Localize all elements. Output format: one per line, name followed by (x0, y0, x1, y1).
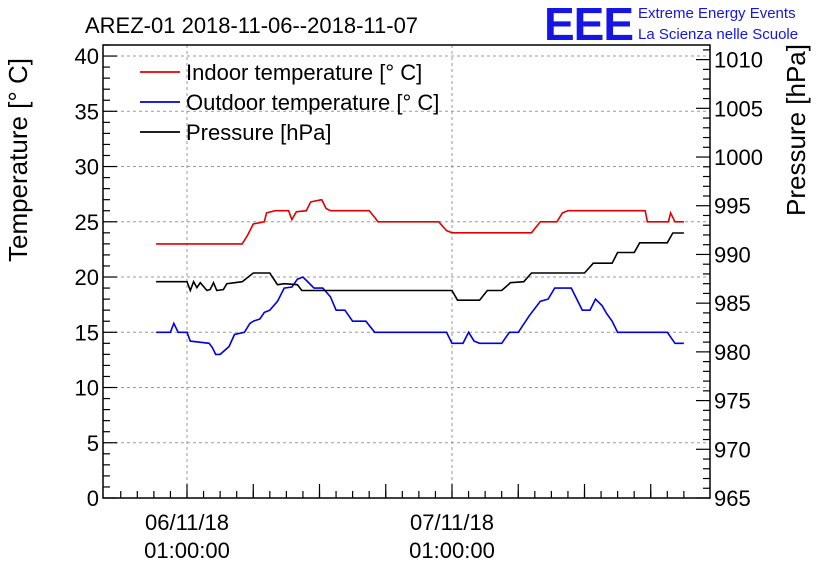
chart-title: AREZ-01 2018-11-06--2018-11-07 (85, 13, 418, 38)
legend: Indoor temperature [° C] Outdoor temperat… (140, 60, 439, 145)
eee-logo: EEE (544, 0, 633, 50)
x-tick-label-date: 06/11/18 (145, 510, 229, 535)
x-tick-label-time: 01:00:00 (409, 538, 495, 563)
logo-line-2: La Scienza nelle Scuole (638, 26, 798, 43)
y-axis-title: Temperature [° C] (3, 58, 33, 262)
y2-tick-label: 1005 (714, 96, 763, 121)
axes: 0 5 10 15 20 25 30 35 40 965 970 975 980 985 990 995 100… (75, 44, 763, 563)
y-tick-label: 35 (75, 99, 99, 124)
y2-tick-label: 970 (714, 437, 751, 462)
series-line-1 (156, 276, 684, 356)
legend-entry-1: Outdoor temperature [° C] (186, 90, 439, 115)
y2-tick-label: 975 (714, 389, 751, 414)
y2-axis-title: Pressure [hPa] (781, 44, 811, 216)
y-tick-label: 40 (75, 44, 99, 69)
legend-entry-0: Indoor temperature [° C] (186, 60, 422, 85)
y2-tick-label: 980 (714, 340, 751, 365)
y-tick-label: 25 (75, 210, 99, 235)
y-tick-label: 0 (87, 486, 99, 511)
y2-tick-label: 990 (714, 242, 751, 267)
plot-frame (102, 44, 711, 499)
series-line-0 (156, 198, 684, 245)
y2-tick-label: 1010 (714, 48, 763, 73)
x-tick-label-date: 07/11/18 (410, 510, 494, 535)
y2-tick-label: 1000 (714, 145, 763, 170)
y-tick-label: 30 (75, 155, 99, 180)
y2-tick-label: 965 (714, 486, 751, 511)
y2-tick-label: 985 (714, 291, 751, 316)
y-tick-label: 5 (87, 431, 99, 456)
y2-tick-label: 995 (714, 194, 751, 219)
logo-line-1: Extreme Energy Events (638, 5, 796, 22)
y-tick-label: 10 (75, 376, 99, 401)
x-tick-label-time: 01:00:00 (144, 538, 230, 563)
y-tick-label: 15 (75, 320, 99, 345)
y-tick-label: 20 (75, 265, 99, 290)
grid-lines (103, 45, 710, 498)
legend-entry-2: Pressure [hPa] (186, 120, 332, 145)
series-layer (156, 198, 684, 356)
series-line-2 (156, 232, 684, 301)
